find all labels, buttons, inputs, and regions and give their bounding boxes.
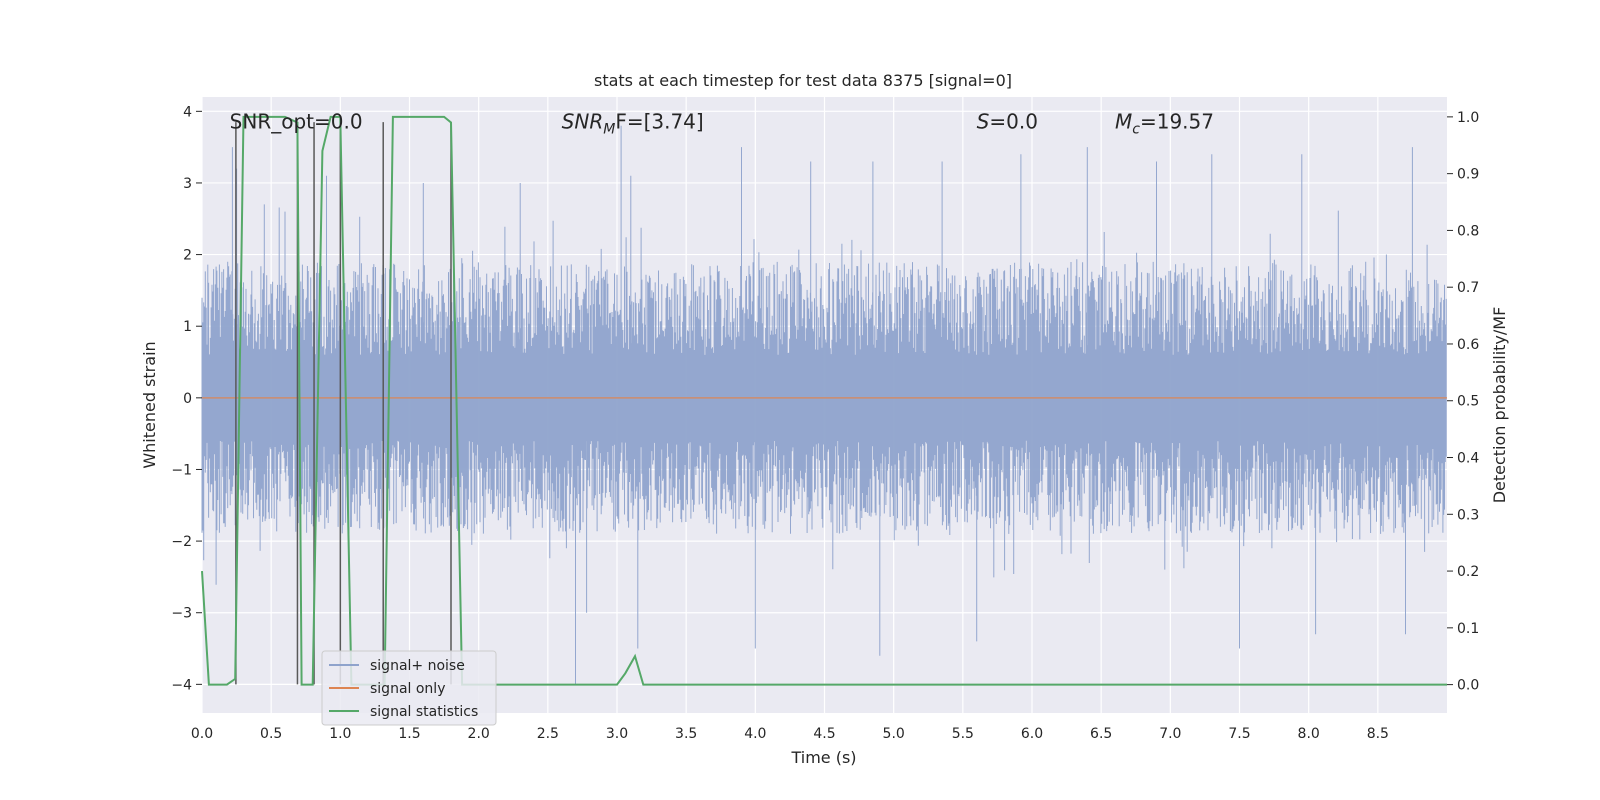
x-axis-label: Time (s)	[790, 748, 856, 767]
signal-statistics-line	[201, 115, 1447, 686]
y2-tick-label: 0.3	[1457, 507, 1479, 523]
y2-axis-ticks: 0.0 0.1 0.2 0.3 0.4 0.5 0.6 0.7 0.8 0.9 1.0	[1447, 110, 1479, 694]
signal-statistics-series	[201, 115, 1447, 686]
legend-label: signal only	[370, 681, 445, 697]
x-tick-label: 1.5	[398, 726, 420, 742]
x-tick-label: 5.0	[883, 726, 905, 742]
x-tick-label: 4.5	[813, 726, 835, 742]
legend-label: signal+ noise	[370, 658, 465, 674]
y-tick-label: 4	[183, 104, 192, 120]
annotation-snr-opt: SNR_opt=0.0	[230, 109, 363, 133]
signal-noise-series	[201, 125, 1447, 685]
x-tick-label: 6.5	[1090, 726, 1112, 742]
chart-title: stats at each timestep for test data 837…	[594, 71, 1012, 90]
x-tick-label: 3.0	[606, 726, 628, 742]
legend-label: signal statistics	[370, 704, 478, 720]
x-tick-label: 3.5	[675, 726, 697, 742]
y2-tick-label: 0.0	[1457, 678, 1479, 694]
y-tick-label: 3	[183, 176, 192, 192]
y2-tick-label: 0.8	[1457, 223, 1479, 239]
x-tick-label: 0.0	[191, 726, 213, 742]
y-tick-label: 2	[183, 248, 192, 264]
annotation-snr-mf: SNRMF=[3.74]	[562, 109, 704, 137]
annotation-mc-value: Mc=19.57	[1115, 109, 1214, 137]
y2-tick-label: 0.4	[1457, 451, 1479, 467]
x-axis-ticks: 0.0 0.5 1.0 1.5 2.0 2.5 3.0 3.5 4.0 4.5 5.0 5.5 6.0 6…	[191, 726, 1389, 742]
y-tick-label: 1	[183, 319, 192, 335]
x-tick-label: 1.0	[329, 726, 351, 742]
y-tick-label: −2	[171, 534, 192, 550]
x-tick-label: 8.5	[1367, 726, 1389, 742]
x-tick-label: 8.0	[1298, 726, 1320, 742]
x-tick-label: 5.5	[952, 726, 974, 742]
x-tick-label: 4.0	[744, 726, 766, 742]
y-tick-label: −1	[171, 462, 192, 478]
x-tick-label: 7.5	[1228, 726, 1250, 742]
vertical-markers	[235, 122, 452, 685]
y-axis-label: Whitened strain	[140, 341, 159, 468]
legend: signal+ noise signal only signal statistic…	[321, 650, 497, 726]
y-tick-label: −3	[171, 606, 192, 622]
y2-tick-label: 0.1	[1457, 621, 1479, 637]
y-axis-ticks: −4 −3 −2 −1 0 1 2 3 4	[171, 104, 202, 693]
x-tick-label: 2.0	[468, 726, 490, 742]
y2-tick-label: 1.0	[1457, 110, 1479, 126]
y2-tick-label: 0.9	[1457, 167, 1479, 183]
y2-axis-label: Detection probability/MF	[1490, 307, 1509, 504]
x-tick-label: 7.0	[1159, 726, 1181, 742]
y2-tick-label: 0.2	[1457, 564, 1479, 580]
annotation-s-value: S=0.0	[977, 109, 1038, 133]
x-tick-label: 0.5	[260, 726, 282, 742]
y-tick-label: −4	[171, 677, 192, 693]
x-tick-label: 6.0	[1021, 726, 1043, 742]
y2-tick-label: 0.7	[1457, 280, 1479, 296]
legend-box	[321, 650, 497, 726]
annotations: SNR_opt=0.0 SNRMF=[3.74] S=0.0 Mc=19.57	[230, 109, 1214, 137]
signal-noise-trace	[201, 125, 1447, 685]
x-tick-label: 2.5	[537, 726, 559, 742]
y2-tick-label: 0.5	[1457, 394, 1479, 410]
y2-tick-label: 0.6	[1457, 337, 1479, 353]
y-tick-label: 0	[183, 391, 192, 407]
